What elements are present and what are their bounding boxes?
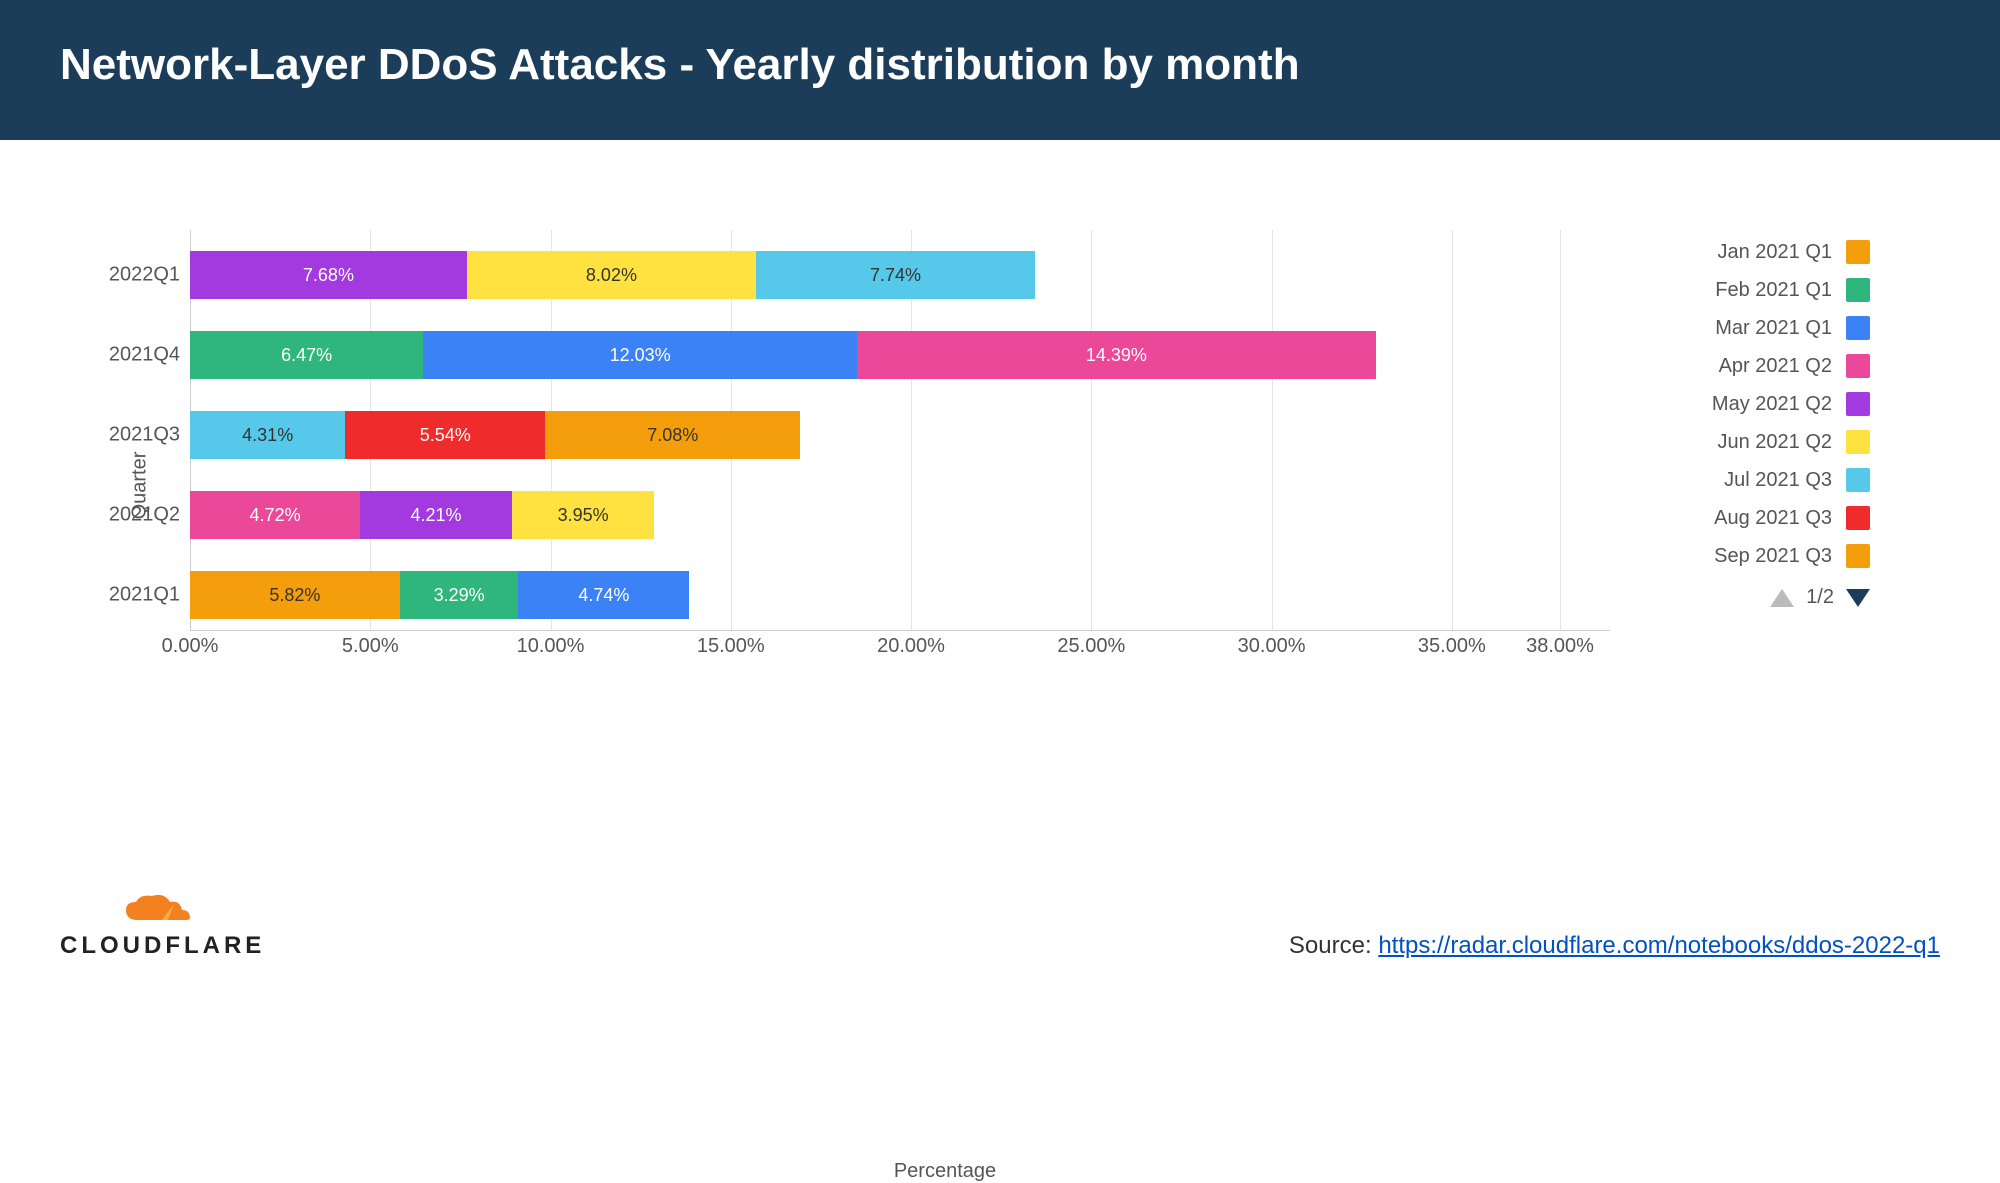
x-tick-label: 15.00% xyxy=(697,635,765,658)
legend-item[interactable]: Apr 2021 Q2 xyxy=(1650,354,1870,378)
x-tick-label: 20.00% xyxy=(877,635,945,658)
bar-row: 4.31%5.54%7.08% xyxy=(190,411,800,459)
bar-row: 5.82%3.29%4.74% xyxy=(190,571,689,619)
bar-segment[interactable]: 7.74% xyxy=(756,251,1035,299)
bar-segment[interactable]: 4.72% xyxy=(190,491,360,539)
legend-next-icon[interactable] xyxy=(1846,589,1870,607)
legend-pager: 1/2 xyxy=(1650,586,1870,609)
y-category-label: 2021Q2 xyxy=(100,504,180,527)
gridline xyxy=(1091,230,1092,630)
legend-item[interactable]: Mar 2021 Q1 xyxy=(1650,316,1870,340)
legend-item[interactable]: Aug 2021 Q3 xyxy=(1650,506,1870,530)
legend-swatch xyxy=(1846,354,1870,378)
x-tick-label: 5.00% xyxy=(342,635,399,658)
x-tick-label: 10.00% xyxy=(517,635,585,658)
legend-item-label: Apr 2021 Q2 xyxy=(1719,355,1832,378)
x-tick-label: 35.00% xyxy=(1418,635,1486,658)
bar-row: 7.68%8.02%7.74% xyxy=(190,251,1035,299)
legend-swatch xyxy=(1846,506,1870,530)
bar-row: 4.72%4.21%3.95% xyxy=(190,491,654,539)
footer: CLOUDFLARE Source: https://radar.cloudfl… xyxy=(60,890,1940,960)
plot-area: 0.00%5.00%10.00%15.00%20.00%25.00%30.00%… xyxy=(190,230,1610,660)
bar-segment[interactable]: 8.02% xyxy=(467,251,756,299)
cloudflare-cloud-icon xyxy=(118,890,208,928)
y-category-label: 2021Q1 xyxy=(100,584,180,607)
legend-item[interactable]: Jul 2021 Q3 xyxy=(1650,468,1870,492)
page-title: Network-Layer DDoS Attacks - Yearly dist… xyxy=(60,40,1940,90)
bar-segment[interactable]: 4.74% xyxy=(518,571,689,619)
legend-item-label: May 2021 Q2 xyxy=(1712,393,1832,416)
legend: Jan 2021 Q1 Feb 2021 Q1 Mar 2021 Q1 Apr 202… xyxy=(1610,210,1870,738)
legend-item-label: Jul 2021 Q3 xyxy=(1724,469,1832,492)
bar-segment[interactable]: 7.08% xyxy=(545,411,800,459)
bar-segment[interactable]: 5.82% xyxy=(190,571,400,619)
bar-row: 6.47%12.03%14.39% xyxy=(190,331,1376,379)
legend-item-label: Aug 2021 Q3 xyxy=(1714,507,1832,530)
x-tick-label: 30.00% xyxy=(1238,635,1306,658)
x-tick-label: 38.00% xyxy=(1526,635,1594,658)
legend-swatch xyxy=(1846,430,1870,454)
header-banner: Network-Layer DDoS Attacks - Yearly dist… xyxy=(0,0,2000,140)
legend-item-label: Mar 2021 Q1 xyxy=(1715,317,1832,340)
legend-item[interactable]: Feb 2021 Q1 xyxy=(1650,278,1870,302)
legend-swatch xyxy=(1846,544,1870,568)
legend-item[interactable]: Jan 2021 Q1 xyxy=(1650,240,1870,264)
source-link[interactable]: https://radar.cloudflare.com/notebooks/d… xyxy=(1378,932,1940,959)
legend-item-label: Jun 2021 Q2 xyxy=(1717,431,1832,454)
chart-container: Quarter 0.00%5.00%10.00%15.00%20.00%25.0… xyxy=(0,140,2000,758)
legend-swatch xyxy=(1846,240,1870,264)
bar-segment[interactable]: 4.31% xyxy=(190,411,345,459)
source-label: Source: xyxy=(1289,932,1378,959)
legend-swatch xyxy=(1846,278,1870,302)
gridline xyxy=(1560,230,1561,630)
logo-text: CLOUDFLARE xyxy=(60,932,265,960)
legend-item[interactable]: Jun 2021 Q2 xyxy=(1650,430,1870,454)
x-axis-line xyxy=(190,630,1610,631)
legend-item-label: Feb 2021 Q1 xyxy=(1715,279,1832,302)
y-category-label: 2021Q4 xyxy=(100,344,180,367)
legend-page-indicator: 1/2 xyxy=(1806,586,1834,609)
x-tick-label: 25.00% xyxy=(1057,635,1125,658)
bar-segment[interactable]: 3.95% xyxy=(512,491,654,539)
legend-swatch xyxy=(1846,392,1870,416)
bar-segment[interactable]: 12.03% xyxy=(423,331,857,379)
x-axis-label: Percentage xyxy=(235,1160,1655,1183)
gridline xyxy=(1272,230,1273,630)
bar-segment[interactable]: 4.21% xyxy=(360,491,512,539)
chart-main: Quarter 0.00%5.00%10.00%15.00%20.00%25.0… xyxy=(100,210,1610,738)
y-category-label: 2022Q1 xyxy=(100,264,180,287)
x-tick-label: 0.00% xyxy=(162,635,219,658)
legend-swatch xyxy=(1846,316,1870,340)
bar-segment[interactable]: 14.39% xyxy=(857,331,1376,379)
gridline xyxy=(1452,230,1453,630)
legend-prev-icon[interactable] xyxy=(1770,589,1794,607)
bar-segment[interactable]: 6.47% xyxy=(190,331,423,379)
cloudflare-logo: CLOUDFLARE xyxy=(60,890,265,960)
y-category-label: 2021Q3 xyxy=(100,424,180,447)
legend-item[interactable]: Sep 2021 Q3 xyxy=(1650,544,1870,568)
bar-segment[interactable]: 7.68% xyxy=(190,251,467,299)
legend-item-label: Jan 2021 Q1 xyxy=(1717,241,1832,264)
legend-item[interactable]: May 2021 Q2 xyxy=(1650,392,1870,416)
bar-segment[interactable]: 5.54% xyxy=(345,411,545,459)
source-citation: Source: https://radar.cloudflare.com/not… xyxy=(1289,932,1940,960)
legend-swatch xyxy=(1846,468,1870,492)
legend-item-label: Sep 2021 Q3 xyxy=(1714,545,1832,568)
bar-segment[interactable]: 3.29% xyxy=(400,571,519,619)
